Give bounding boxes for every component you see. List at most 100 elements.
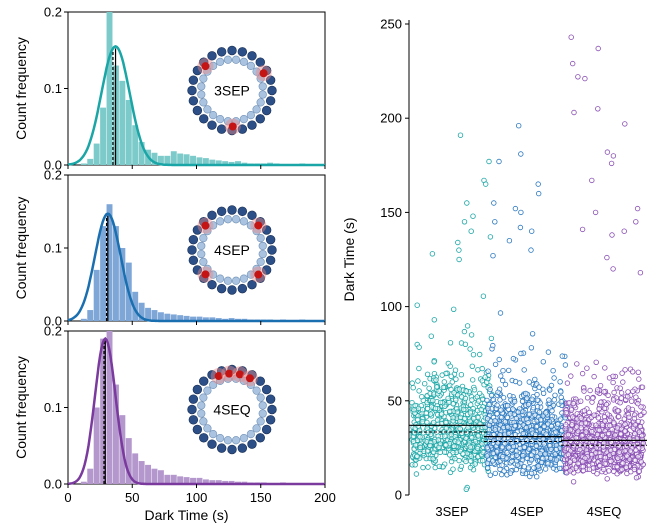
inner-subunit <box>199 257 208 266</box>
histogram-bar <box>183 477 190 484</box>
data-point <box>475 433 481 439</box>
histogram-bar <box>190 155 196 165</box>
data-point <box>443 442 449 448</box>
data-point <box>636 468 642 474</box>
outer-subunit <box>267 404 277 415</box>
data-point <box>534 397 541 403</box>
data-point <box>525 465 532 471</box>
data-point <box>558 399 564 405</box>
data-point <box>417 444 423 451</box>
data-point <box>439 372 445 378</box>
data-point <box>427 442 433 449</box>
outer-subunit <box>207 439 217 449</box>
inner-subunit <box>223 436 233 445</box>
inner-subunit <box>203 386 212 395</box>
histogram-bar <box>151 468 158 484</box>
outer-subunit <box>188 255 199 266</box>
y-tick-label: 100 <box>380 299 402 314</box>
data-point <box>417 434 423 440</box>
data-point <box>471 415 477 422</box>
data-point <box>475 398 482 404</box>
x-category-label: 4SEQ <box>587 504 622 519</box>
data-point <box>628 398 635 404</box>
outer-subunit <box>188 394 199 404</box>
outer-subunit <box>192 65 203 76</box>
data-point <box>595 387 601 393</box>
y-tick-label: 0.1 <box>44 400 62 415</box>
data-point <box>457 425 463 432</box>
data-point <box>540 390 547 396</box>
data-point <box>611 389 617 396</box>
data-point <box>485 368 491 374</box>
inner-subunit <box>197 249 206 259</box>
red-marker <box>245 374 254 383</box>
histogram-bar <box>106 331 113 484</box>
data-point <box>563 422 569 428</box>
histogram-bar <box>202 158 209 165</box>
data-point <box>471 387 478 393</box>
histogram-panels: 0.0 0.1 0.2 Count frequency 3SEP 0.0 0.1 0.2 Cou… <box>13 5 336 524</box>
x-tick-label: 100 <box>186 490 208 505</box>
outer-subunit <box>227 285 237 295</box>
data-point <box>608 458 614 465</box>
data-point <box>630 388 636 394</box>
inner-subunit <box>216 217 225 226</box>
data-point <box>458 463 465 470</box>
data-point <box>484 416 491 422</box>
data-point <box>497 310 504 316</box>
histogram-panel-4sep: 0.0 0.1 0.2 Count frequency 4SEP <box>13 168 326 329</box>
ring-diagram: 4SEQ <box>187 364 277 455</box>
data-point <box>637 412 644 419</box>
data-point <box>596 427 602 433</box>
outer-subunit <box>188 234 199 245</box>
y-tick-label: 200 <box>380 111 402 126</box>
data-point <box>614 463 620 470</box>
data-point <box>563 409 569 416</box>
histogram-bar <box>106 12 113 165</box>
strip-group-4seq: 4SEQ <box>561 34 647 519</box>
data-point <box>535 463 541 469</box>
data-point <box>534 391 540 398</box>
data-point <box>636 376 642 382</box>
data-point <box>457 414 464 421</box>
data-point <box>469 363 475 369</box>
data-point <box>570 414 576 420</box>
data-point <box>594 471 600 477</box>
data-point <box>529 331 536 337</box>
inner-subunit <box>199 417 208 426</box>
data-point <box>486 158 492 165</box>
data-point <box>512 423 518 429</box>
histogram-bar <box>93 143 100 165</box>
data-point <box>619 370 625 376</box>
data-point <box>526 379 532 385</box>
data-point <box>621 228 627 234</box>
data-point <box>506 237 513 244</box>
data-point <box>591 373 597 380</box>
ring-diagram: 4SEP <box>187 205 277 295</box>
inner-subunit <box>199 234 208 243</box>
data-point <box>599 422 606 428</box>
inner-subunit <box>231 55 241 64</box>
data-point <box>470 377 476 383</box>
data-point <box>448 386 454 393</box>
data-point <box>441 379 447 385</box>
data-point <box>616 443 622 449</box>
data-point <box>488 335 495 342</box>
histogram-bar <box>87 310 94 321</box>
data-point <box>443 425 450 431</box>
data-point <box>504 450 510 456</box>
data-point <box>521 444 527 450</box>
histogram-bar <box>145 307 152 321</box>
data-point <box>634 205 641 212</box>
data-point <box>509 453 516 460</box>
histogram-bar <box>202 317 209 321</box>
data-point <box>432 405 439 412</box>
data-point <box>507 393 513 399</box>
ring-diagram: 3SEP <box>187 45 277 136</box>
histogram-bar <box>125 438 132 484</box>
data-point <box>540 455 546 462</box>
data-point <box>578 398 584 404</box>
data-point <box>619 466 625 473</box>
histogram-bar <box>190 316 196 321</box>
histogram-bar <box>132 291 139 321</box>
